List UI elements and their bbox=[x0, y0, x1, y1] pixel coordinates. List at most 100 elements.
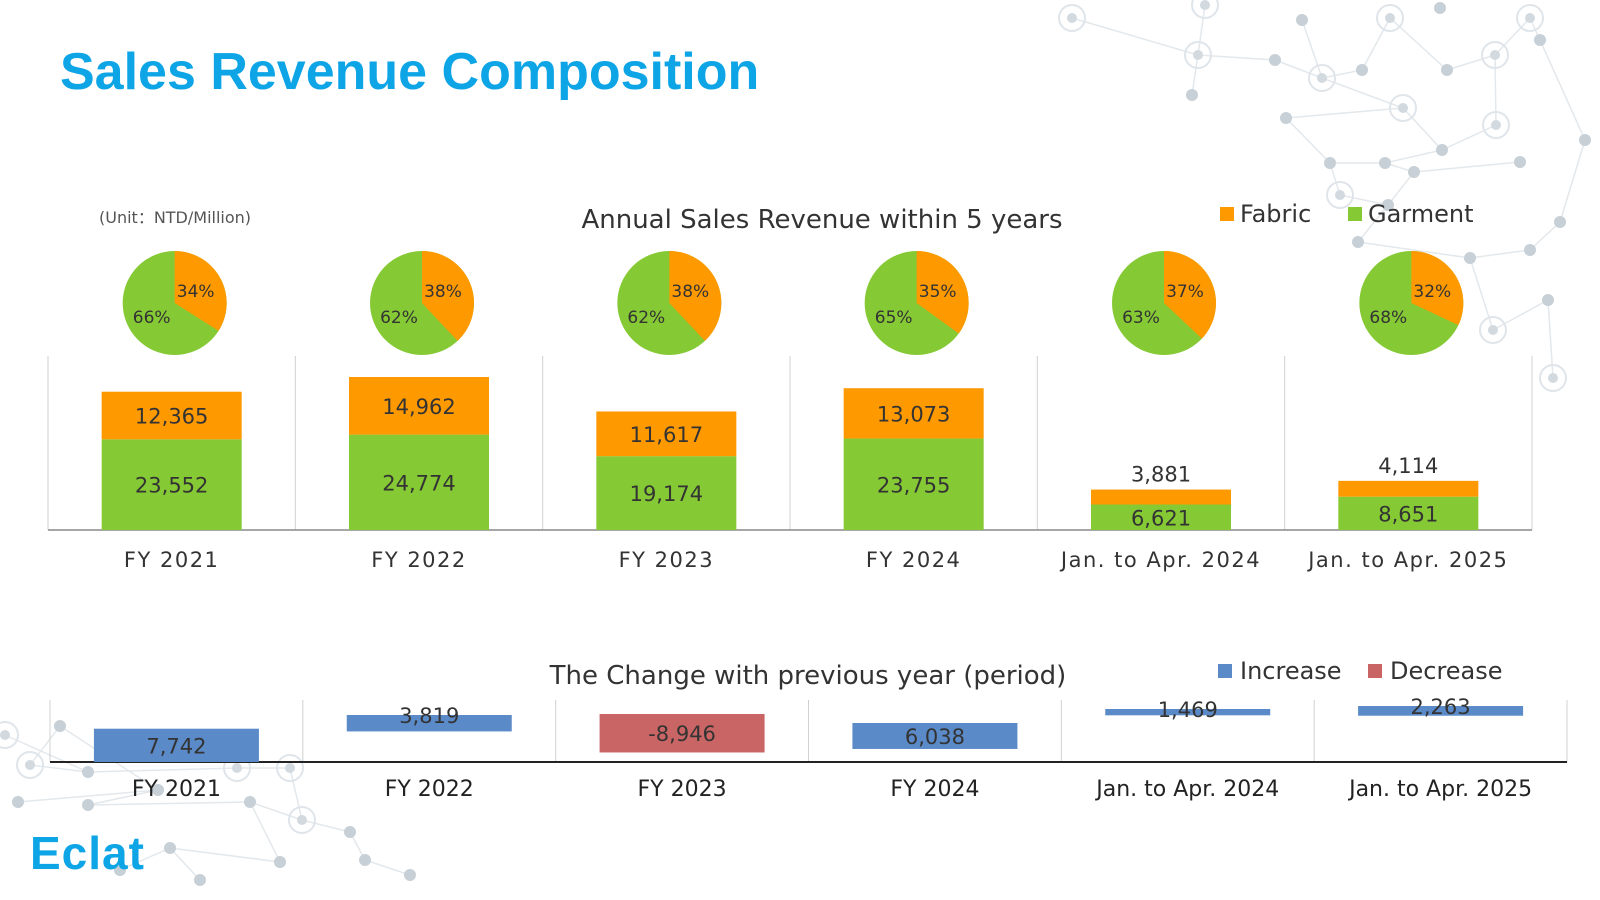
network-node bbox=[1324, 157, 1336, 169]
network-node bbox=[1269, 54, 1281, 66]
network-link bbox=[249, 801, 303, 821]
network-node bbox=[274, 856, 286, 868]
network-node bbox=[1542, 294, 1554, 306]
network-node-ring bbox=[16, 751, 44, 779]
network-node-ring bbox=[1539, 364, 1567, 392]
network-link bbox=[301, 819, 351, 833]
network-link bbox=[1321, 69, 1363, 79]
network-link bbox=[1539, 39, 1586, 141]
bar-label-garment: 23,552 bbox=[135, 474, 208, 498]
change-x-tick-label: Jan. to Apr. 2024 bbox=[1094, 777, 1279, 802]
bar-garment bbox=[843, 438, 984, 530]
pie-label-garment: 65% bbox=[875, 308, 913, 328]
network-link bbox=[1529, 221, 1561, 251]
network-node bbox=[1398, 103, 1408, 113]
network-node-ring bbox=[1376, 4, 1404, 32]
network-node-ring bbox=[1516, 4, 1544, 32]
bar-label-fabric: 11,617 bbox=[630, 423, 703, 447]
bar-garment bbox=[1091, 504, 1231, 530]
network-node bbox=[285, 763, 295, 773]
pie-label-garment: 66% bbox=[133, 308, 171, 328]
network-link bbox=[1469, 249, 1531, 259]
bar-fabric bbox=[1091, 489, 1231, 505]
bar-garment bbox=[596, 456, 737, 530]
network-node bbox=[12, 796, 24, 808]
network-node-ring bbox=[1479, 316, 1507, 344]
bar-increase bbox=[346, 715, 512, 732]
network-node bbox=[54, 720, 66, 732]
network-node bbox=[1524, 244, 1536, 256]
network-link bbox=[87, 789, 159, 806]
chart-title: Annual Sales Revenue within 5 years bbox=[581, 205, 1062, 235]
network-node-ring bbox=[288, 806, 316, 834]
change-value-label: -8,946 bbox=[648, 722, 716, 746]
bar-label-garment: 24,774 bbox=[382, 471, 455, 495]
network-link bbox=[1494, 54, 1497, 126]
bar-garment bbox=[1338, 496, 1479, 530]
network-node bbox=[164, 842, 176, 854]
network-node bbox=[1491, 120, 1501, 130]
pie-slice-fabric bbox=[669, 251, 722, 341]
eclat-logo: Eclat bbox=[30, 827, 145, 879]
network-link bbox=[1384, 149, 1443, 164]
bar-label-garment: 6,621 bbox=[1131, 506, 1191, 530]
network-link bbox=[87, 801, 251, 806]
pie-slice-fabric bbox=[422, 251, 475, 341]
network-node bbox=[114, 864, 126, 876]
network-node-ring bbox=[1058, 4, 1086, 32]
network-link bbox=[1413, 161, 1521, 173]
network-node bbox=[232, 763, 242, 773]
network-node bbox=[1067, 13, 1077, 23]
bar-fabric bbox=[596, 411, 737, 457]
pie-label-garment: 68% bbox=[1369, 308, 1407, 328]
network-link bbox=[1285, 107, 1404, 119]
bar-increase bbox=[93, 728, 259, 762]
network-node bbox=[404, 869, 416, 881]
pie-label-fabric: 32% bbox=[1413, 282, 1451, 302]
pie-label-garment: 62% bbox=[380, 308, 418, 328]
network-link bbox=[169, 847, 281, 863]
bar-label-fabric: 4,114 bbox=[1378, 454, 1438, 478]
network-link bbox=[1387, 171, 1415, 206]
network-node bbox=[1488, 325, 1498, 335]
network-node bbox=[297, 815, 307, 825]
pie-label-fabric: 37% bbox=[1166, 282, 1204, 302]
x-tick-label: Jan. to Apr. 2024 bbox=[1059, 548, 1261, 572]
bar-garment bbox=[349, 434, 489, 530]
change-chart-title: The Change with previous year (period) bbox=[549, 661, 1067, 691]
network-node bbox=[1186, 89, 1198, 101]
network-node bbox=[1317, 73, 1327, 83]
pie-label-garment: 63% bbox=[1122, 308, 1160, 328]
network-node bbox=[244, 796, 256, 808]
network-node-ring bbox=[1389, 94, 1417, 122]
network-node bbox=[1579, 134, 1591, 146]
network-link bbox=[1285, 117, 1331, 164]
network-link bbox=[1361, 17, 1391, 71]
network-node bbox=[1434, 2, 1446, 14]
network-node bbox=[0, 730, 10, 740]
network-link bbox=[364, 859, 411, 876]
network-node bbox=[1379, 157, 1391, 169]
network-node bbox=[1335, 190, 1345, 200]
x-tick-label: Jan. to Apr. 2025 bbox=[1306, 548, 1508, 572]
bar-label-fabric: 12,365 bbox=[135, 405, 208, 429]
x-tick-label: FY 2022 bbox=[371, 548, 467, 572]
network-link bbox=[119, 847, 171, 871]
network-node bbox=[82, 799, 94, 811]
bar-decrease bbox=[599, 714, 765, 753]
network-node-ring bbox=[1191, 0, 1219, 19]
network-node bbox=[1408, 166, 1420, 178]
bar-increase bbox=[852, 723, 1018, 749]
bar-label-garment: 8,651 bbox=[1378, 502, 1438, 526]
bar-label-fabric: 14,962 bbox=[382, 395, 455, 419]
change-x-tick-label: FY 2022 bbox=[385, 777, 474, 802]
network-link bbox=[1301, 19, 1323, 79]
page-title: Sales Revenue Composition bbox=[60, 43, 760, 101]
network-link bbox=[1446, 54, 1496, 71]
x-tick-label: FY 2021 bbox=[124, 548, 220, 572]
change-value-label: 6,038 bbox=[905, 725, 965, 749]
network-link bbox=[87, 767, 238, 773]
network-link bbox=[289, 767, 303, 821]
change-x-tick-label: Jan. to Apr. 2025 bbox=[1347, 777, 1532, 802]
